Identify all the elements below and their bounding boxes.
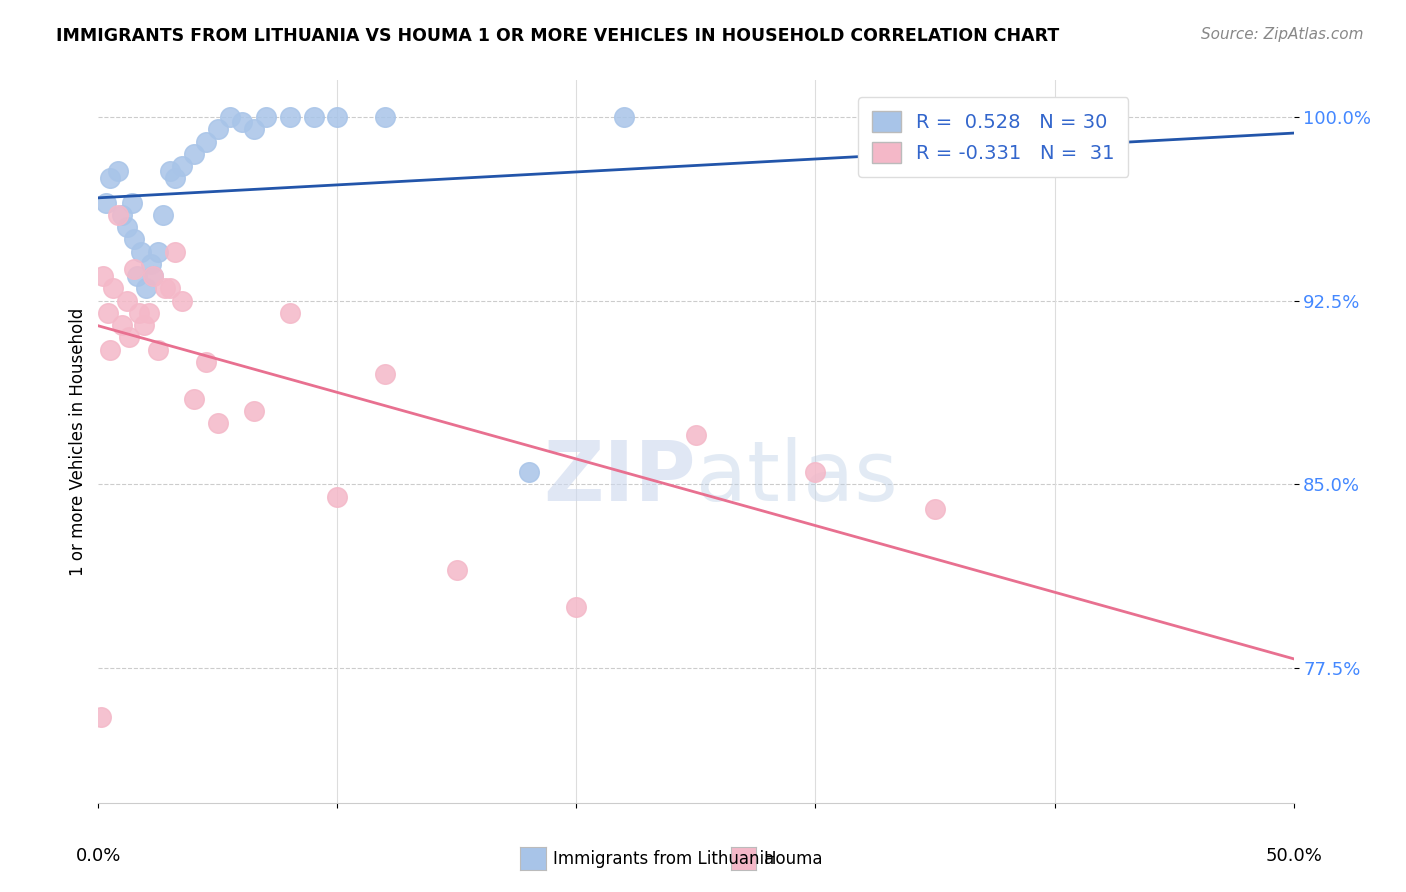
Point (139, 257, 162, 271)
Point (148, 244, 170, 259)
Point (101, 281, 124, 295)
Point (326, 490, 349, 504)
Text: ZIP: ZIP (544, 437, 696, 518)
Point (172, 293, 194, 308)
Text: Immigrants from Lithuania: Immigrants from Lithuania (553, 849, 773, 868)
Point (132, 318, 155, 333)
Point (111, 318, 134, 333)
Point (142, 269, 165, 284)
Text: Houma: Houma (763, 849, 823, 868)
Point (326, 110, 349, 124)
Point (115, 293, 138, 308)
Point (207, 122, 229, 136)
Point (94, 195, 117, 210)
Point (254, 110, 277, 124)
Point (111, 208, 134, 222)
Y-axis label: 1 or more Vehicles in Household: 1 or more Vehicles in Household (69, 308, 87, 575)
Point (163, 171, 186, 186)
Point (243, 404, 266, 418)
Point (152, 208, 174, 222)
Point (115, 220, 138, 235)
Point (278, 306, 301, 320)
Text: 50.0%: 50.0% (1265, 847, 1322, 865)
Point (131, 244, 153, 259)
Point (613, 110, 636, 124)
Point (163, 244, 186, 259)
Point (91, 269, 114, 284)
Legend: R =  0.528   N = 30, R = -0.331   N =  31: R = 0.528 N = 30, R = -0.331 N = 31 (858, 97, 1129, 177)
Point (98, 343, 122, 357)
Text: atlas: atlas (696, 437, 897, 518)
Text: 0.0%: 0.0% (76, 847, 121, 865)
Point (138, 306, 160, 320)
Point (302, 110, 325, 124)
Point (125, 269, 148, 284)
Point (219, 110, 242, 124)
Point (135, 281, 157, 295)
Point (124, 232, 146, 246)
Point (685, 428, 707, 442)
Point (195, 135, 218, 149)
Point (159, 164, 181, 178)
Point (107, 164, 129, 178)
Point (243, 122, 266, 136)
Point (231, 115, 253, 129)
Point (278, 110, 301, 124)
Text: IMMIGRANTS FROM LITHUANIA VS HOUMA 1 OR MORE VEHICLES IN HOUSEHOLD CORRELATION C: IMMIGRANTS FROM LITHUANIA VS HOUMA 1 OR … (56, 27, 1060, 45)
Text: Source: ZipAtlas.com: Source: ZipAtlas.com (1201, 27, 1364, 42)
Point (128, 306, 150, 320)
Point (155, 281, 177, 295)
Point (159, 281, 181, 295)
Point (924, 502, 946, 516)
Point (183, 392, 205, 406)
Point (107, 208, 129, 222)
Point (121, 195, 143, 210)
Point (172, 159, 194, 173)
Point (517, 465, 540, 479)
Point (565, 599, 588, 614)
Point (98, 171, 122, 186)
Point (97, 306, 120, 320)
Point (374, 110, 396, 124)
Point (183, 146, 205, 161)
Point (124, 261, 146, 276)
Point (804, 465, 827, 479)
Point (90, 710, 112, 724)
Point (207, 416, 229, 430)
Point (195, 355, 218, 369)
Point (374, 367, 396, 381)
Point (148, 343, 170, 357)
Point (118, 330, 141, 344)
Point (446, 563, 468, 577)
Point (142, 269, 165, 284)
